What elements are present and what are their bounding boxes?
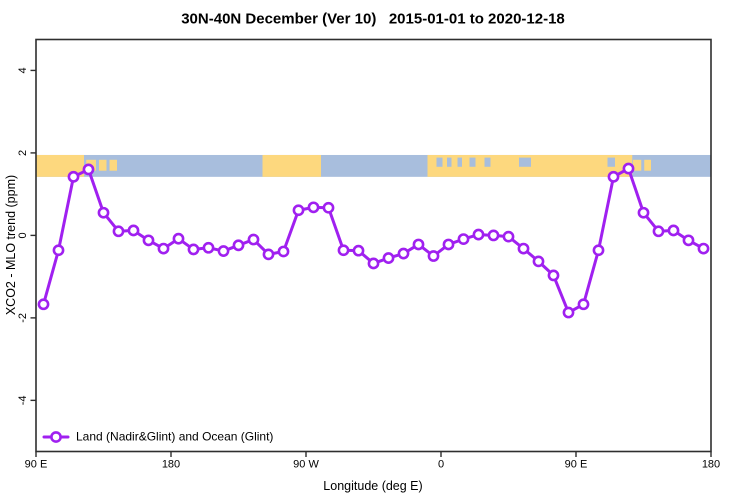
data-point-marker <box>352 244 365 257</box>
data-point-marker <box>67 170 80 183</box>
data-point-marker <box>217 245 230 257</box>
x-tick-label: 90 E <box>25 459 48 471</box>
data-point-marker <box>292 204 305 217</box>
legend-marker-circle <box>50 431 62 443</box>
map-island <box>99 159 107 171</box>
data-point-marker <box>532 255 545 268</box>
data-point-marker <box>172 232 185 245</box>
data-point-marker <box>397 247 410 260</box>
map-band-land <box>262 154 321 177</box>
map-island <box>644 159 651 171</box>
data-point-marker <box>232 239 245 252</box>
data-point-marker <box>247 233 260 246</box>
data-point-marker <box>592 244 605 257</box>
data-point-marker <box>637 206 650 219</box>
data-point-marker <box>202 241 215 254</box>
data-point-marker <box>577 298 590 311</box>
legend-label: Land (Nadir&Glint) and Ocean (Glint) <box>76 429 274 444</box>
map-island <box>109 159 117 171</box>
x-tick-label: 180 <box>702 459 720 471</box>
data-point-marker <box>52 244 65 257</box>
data-point-marker <box>697 242 710 255</box>
data-point-marker <box>442 238 455 251</box>
data-line <box>42 167 705 315</box>
y-tick-label: 2 <box>17 150 29 156</box>
chart-title: 30N-40N December (Ver 10) 2015-01-01 to … <box>181 10 565 28</box>
data-point-marker <box>127 224 140 237</box>
data-point-marker <box>667 224 680 237</box>
data-point-marker <box>427 250 440 262</box>
data-point-marker <box>562 306 575 319</box>
map-lake <box>447 157 452 167</box>
data-point-marker <box>607 170 620 183</box>
x-tick-label: 0 <box>438 459 444 471</box>
x-tick-label: 90 W <box>293 459 319 471</box>
data-point-marker <box>367 257 380 270</box>
data-point-marker <box>262 248 275 261</box>
x-tick-label: 90 E <box>565 459 588 471</box>
data-point-marker <box>337 244 350 257</box>
map-lake <box>519 157 531 167</box>
data-point-marker <box>187 243 200 256</box>
data-point-marker <box>112 225 125 238</box>
x-axis-label: Longitude (deg E) <box>323 479 423 493</box>
data-point-marker <box>307 201 320 214</box>
data-point-marker <box>652 225 665 238</box>
data-point-marker <box>157 242 170 255</box>
data-point-marker <box>382 252 395 264</box>
data-point-marker <box>502 230 515 243</box>
data-point-marker <box>82 163 95 176</box>
data-point-marker <box>37 298 50 311</box>
map-lake <box>607 157 615 167</box>
data-point-marker <box>622 162 635 175</box>
data-point-marker <box>97 206 110 219</box>
y-tick-label: -2 <box>17 313 29 323</box>
data-point-marker <box>682 234 695 247</box>
plot-box <box>35 38 712 453</box>
y-tick-label: -4 <box>17 395 29 405</box>
data-point-marker <box>412 238 425 251</box>
data-point-marker <box>322 201 335 214</box>
map-lake <box>457 157 462 167</box>
data-point-marker <box>487 229 500 242</box>
data-point-marker <box>547 269 560 282</box>
y-tick-label: 0 <box>17 232 29 238</box>
data-point-marker <box>142 234 155 247</box>
data-point-marker <box>277 245 290 258</box>
y-tick-label: 4 <box>17 67 29 73</box>
map-lake <box>484 157 491 167</box>
data-point-marker <box>472 228 485 241</box>
map-lake <box>436 157 443 167</box>
x-tick-label: 180 <box>162 459 180 471</box>
map-lake <box>469 157 476 167</box>
map-island <box>633 159 642 171</box>
data-point-marker <box>517 242 530 255</box>
data-point-marker <box>457 233 470 246</box>
